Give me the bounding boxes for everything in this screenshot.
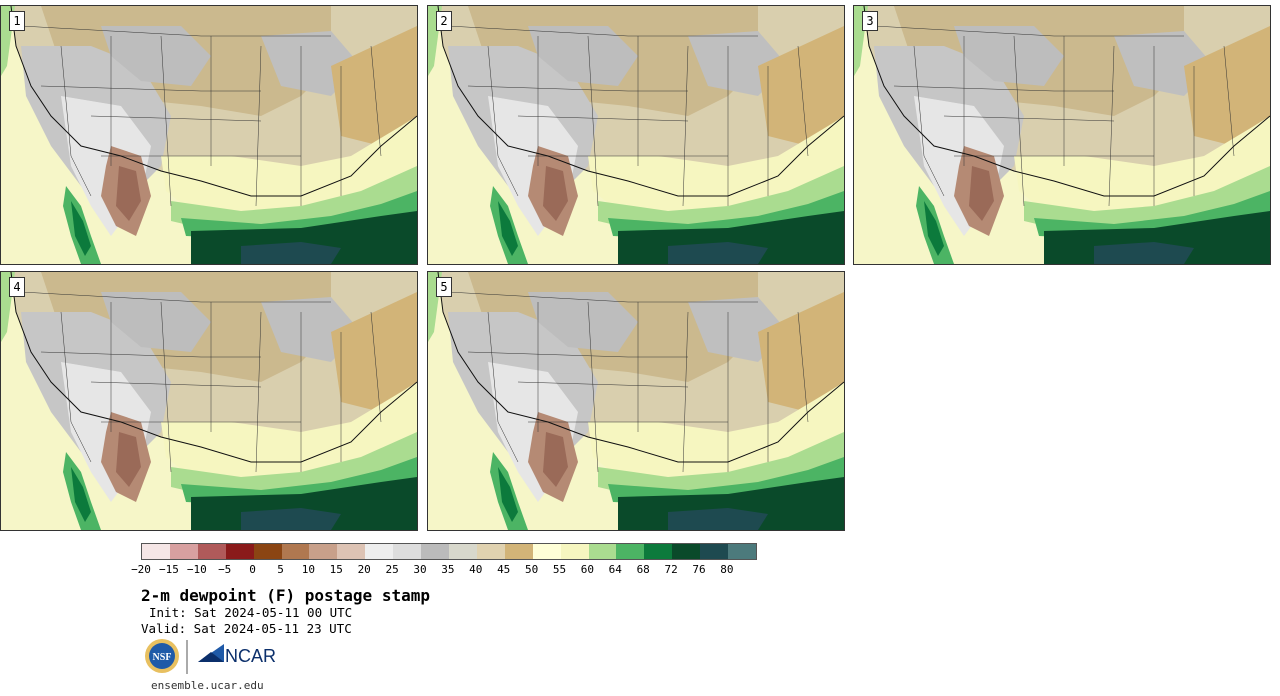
nsf-logo-icon: NSF <box>145 639 179 673</box>
colorbar-swatch <box>560 544 589 559</box>
postage-stamp-panel-2: 2 <box>427 5 845 265</box>
panel-number: 2 <box>436 11 452 31</box>
map-image <box>1 6 417 264</box>
svg-text:NSF: NSF <box>153 652 172 663</box>
colorbar-swatch <box>476 544 505 559</box>
colorbar-tick-label: 10 <box>301 563 316 576</box>
colorbar-swatch <box>672 544 701 559</box>
colorbar-swatch <box>309 544 338 559</box>
page-title: 2-m dewpoint (F) postage stamp <box>141 586 430 605</box>
dewpoint-colorbar <box>141 543 757 560</box>
colorbar-tick-label: 45 <box>497 563 511 576</box>
postage-stamp-panel-3: 3 <box>853 5 1271 265</box>
colorbar-tick-label: 35 <box>441 563 455 576</box>
colorbar-swatch <box>700 544 729 559</box>
colorbar-swatch <box>532 544 561 559</box>
colorbar-swatch <box>728 544 756 559</box>
colorbar-tick-label: 5 <box>277 563 284 576</box>
postage-stamp-panel-1: 1 <box>0 5 418 265</box>
colorbar-tick-label: 72 <box>664 563 678 576</box>
colorbar-tick-label: 55 <box>552 563 567 576</box>
colorbar-tick-label: −20 <box>131 563 151 576</box>
colorbar-tick-label: 0 <box>249 563 256 576</box>
colorbar-swatch <box>393 544 422 559</box>
colorbar-swatch <box>448 544 477 559</box>
colorbar-swatch <box>421 544 449 559</box>
colorbar-swatch <box>142 544 170 559</box>
colorbar-swatch <box>588 544 617 559</box>
website-url[interactable]: ensemble.ucar.edu <box>151 679 264 692</box>
postage-stamp-panel-4: 4 <box>0 271 418 531</box>
map-image <box>854 6 1270 264</box>
logos: NSF NCAR <box>144 638 284 676</box>
map-image <box>428 6 844 264</box>
colorbar-tick-label: 50 <box>524 563 539 576</box>
panel-number: 3 <box>862 11 878 31</box>
colorbar-tick-label: 25 <box>385 563 399 576</box>
map-image <box>428 272 844 530</box>
colorbar-tick-label: 15 <box>329 563 343 576</box>
colorbar-swatch <box>616 544 645 559</box>
svg-text:NCAR: NCAR <box>225 646 276 666</box>
valid-time: Valid: Sat 2024-05-11 23 UTC <box>141 621 352 636</box>
colorbar-tick-label: 76 <box>692 563 706 576</box>
panel-number: 1 <box>9 11 25 31</box>
init-time: Init: Sat 2024-05-11 00 UTC <box>149 605 353 620</box>
colorbar-tick-label: −15 <box>158 563 179 576</box>
colorbar-tick-label: 68 <box>636 563 650 576</box>
colorbar-tick-label: 60 <box>580 563 595 576</box>
map-image <box>1 272 417 530</box>
colorbar-tick-label: 20 <box>357 563 371 576</box>
colorbar-tick-label: 80 <box>720 563 734 576</box>
colorbar-swatch <box>281 544 310 559</box>
colorbar-swatch <box>197 544 226 559</box>
colorbar-tick-label: −10 <box>186 563 207 576</box>
colorbar-tick-label: 30 <box>413 563 427 576</box>
colorbar-swatch <box>337 544 366 559</box>
colorbar-tick-label: 64 <box>608 563 622 576</box>
ncar-logo-icon: NCAR <box>198 644 276 666</box>
colorbar-swatch <box>253 544 282 559</box>
colorbar-swatch <box>169 544 198 559</box>
colorbar-swatch <box>365 544 394 559</box>
colorbar-tick-label: 40 <box>469 563 483 576</box>
colorbar-tick-label: −5 <box>218 563 232 576</box>
panel-number: 4 <box>9 277 25 297</box>
panel-number: 5 <box>436 277 452 297</box>
colorbar-swatch <box>644 544 673 559</box>
postage-stamp-panel-5: 5 <box>427 271 845 531</box>
colorbar-tick-labels: −20 −15 −10 −5 0 5 10 15 20 25 30 35 40 45 50 55 60 64 68 7… <box>0 563 1280 577</box>
colorbar-swatch <box>225 544 254 559</box>
colorbar-swatch <box>504 544 533 559</box>
